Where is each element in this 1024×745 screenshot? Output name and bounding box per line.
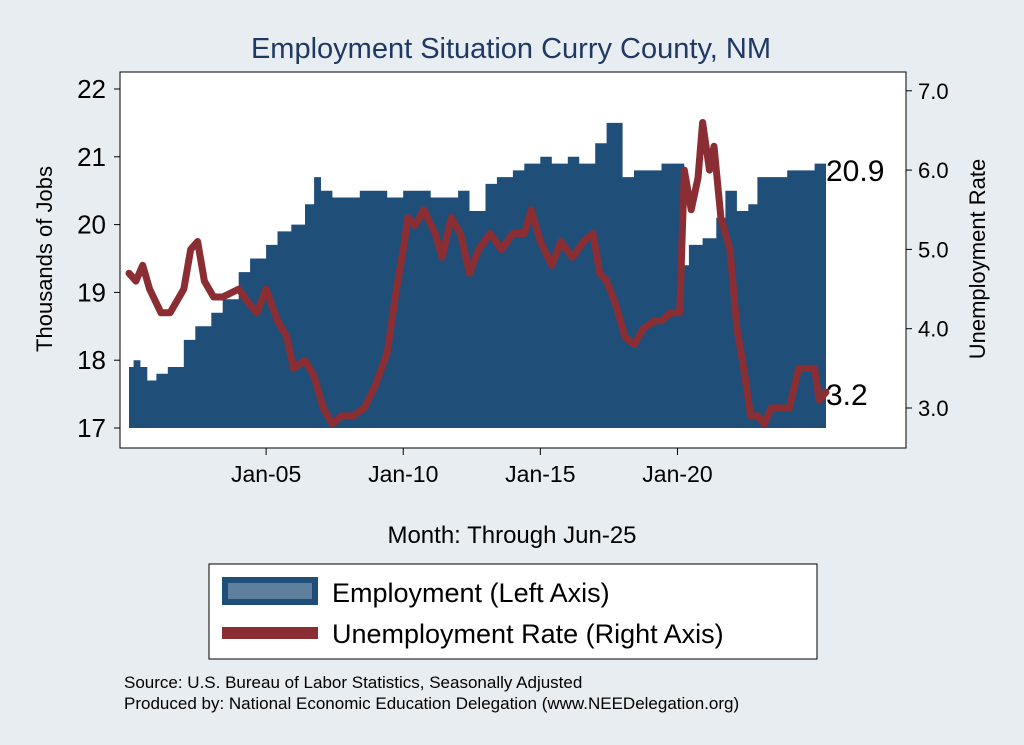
footer-source: Source: U.S. Bureau of Labor Statistics,…	[124, 673, 582, 692]
employment-area	[129, 122, 826, 429]
x-tick-label: Jan-05	[231, 461, 301, 487]
y-left-tick-label: 22	[77, 74, 106, 104]
y-axis-left-label: Thousands of Jobs	[32, 166, 57, 352]
employment-end-label: 20.9	[826, 155, 884, 188]
chart-title: Employment Situation Curry County, NM	[251, 33, 771, 65]
legend-label-unemployment: Unemployment Rate (Right Axis)	[332, 619, 724, 649]
y-right-tick-label: 5.0	[918, 237, 949, 262]
unemployment-line	[125, 119, 830, 428]
y-left-tick-label: 21	[77, 142, 106, 172]
y-axis-right-label: Unemployment Rate	[965, 159, 990, 360]
axis-layer: 17 18 19 20 21 22 3.0 4.0 5.0 6.0 7.0 Jan-05 Jan-10 J…	[77, 74, 949, 487]
footer-produced-by: Produced by: National Economic Education…	[124, 694, 739, 713]
y-right-tick-label: 7.0	[918, 79, 949, 104]
x-tick-label: Jan-15	[505, 461, 575, 487]
legend: Employment (Left Axis) Unemployment Rate…	[208, 563, 818, 660]
legend-label-employment: Employment (Left Axis)	[332, 578, 610, 608]
series-layer	[125, 119, 830, 429]
x-tick-label: Jan-10	[368, 461, 438, 487]
y-right-tick-label: 6.0	[918, 158, 949, 183]
y-right-tick-label: 4.0	[918, 317, 949, 342]
x-tick-label: Jan-20	[642, 461, 712, 487]
y-left-tick-label: 18	[77, 345, 106, 375]
y-left-tick-label: 17	[77, 413, 106, 443]
legend-swatch-employment-inner	[228, 583, 312, 599]
y-left-tick-label: 19	[77, 277, 106, 307]
y-left-tick-label: 20	[77, 210, 106, 240]
y-right-tick-label: 3.0	[918, 396, 949, 421]
unemployment-end-label: 3.2	[826, 379, 868, 412]
x-axis-label: Month: Through Jun-25	[387, 522, 636, 549]
